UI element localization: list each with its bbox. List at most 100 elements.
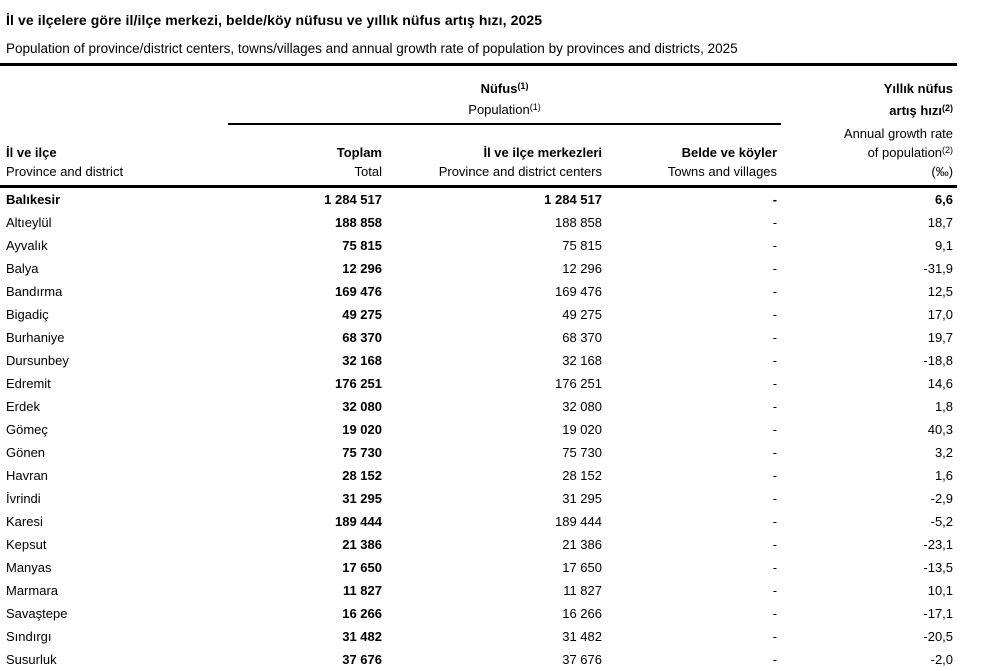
total-population-cell: 32 168 [342, 353, 382, 368]
table-row: Altıeylül 188 858 188 858 - 18,7 [0, 211, 957, 234]
district-name-cell: Kepsut [6, 537, 47, 552]
growth-rate-cell: 1,8 [934, 399, 954, 414]
centers-population-cell: 75 815 [562, 238, 602, 253]
district-name-cell: Balıkesir [6, 192, 61, 207]
table-row: Balya 12 296 12 296 - -31,9 [0, 257, 957, 280]
growth-rate-cell: 17,0 [927, 307, 954, 322]
table-row: Marmara 11 827 11 827 - 10,1 [0, 579, 957, 602]
table-row: Edremit 176 251 176 251 - 14,6 [0, 372, 957, 395]
growth-rate-cell: 18,7 [927, 215, 954, 230]
centers-population-cell: 12 296 [562, 261, 602, 276]
district-name-cell: Savaştepe [6, 606, 68, 621]
centers-population-cell: 16 266 [562, 606, 602, 621]
towns-population-cell: - [772, 468, 778, 483]
growth-rate-cell: -17,1 [923, 606, 954, 621]
total-population-cell: 188 858 [335, 215, 382, 230]
district-name-cell: İvrindi [6, 491, 41, 506]
table-row: Burhaniye 68 370 68 370 - 19,7 [0, 326, 957, 349]
towns-population-cell: - [772, 491, 778, 506]
centers-population-cell: 169 476 [555, 284, 602, 299]
column-label-tr: Toplam [336, 145, 382, 160]
total-population-cell: 75 730 [342, 445, 382, 460]
total-population-cell: 21 386 [342, 537, 382, 552]
column-header-centers: İl ve ilçe merkezleri Province and distr… [384, 124, 604, 188]
column-header-growth-en: Annual growth rate of population(2) (‰) [781, 124, 958, 188]
column-label-tr: İl ve ilçe merkezleri [483, 145, 602, 160]
total-population-cell: 49 275 [342, 307, 382, 322]
table-row: Bigadiç 49 275 49 275 - 17,0 [0, 303, 957, 326]
towns-population-cell: - [772, 376, 778, 391]
total-population-cell: 19 020 [342, 422, 382, 437]
column-header-towns: Belde ve köyler Towns and villages [604, 124, 782, 188]
growth-rate-cell: 10,1 [927, 583, 954, 598]
column-header-total: Toplam Total [228, 124, 384, 188]
towns-population-cell: - [772, 261, 778, 276]
total-population-cell: 75 815 [342, 238, 382, 253]
total-population-cell: 68 370 [342, 330, 382, 345]
total-population-cell: 17 650 [342, 560, 382, 575]
district-name-cell: Karesi [6, 514, 43, 529]
table-row: Gönen 75 730 75 730 - 3,2 [0, 441, 957, 464]
growth-rate-cell: -18,8 [923, 353, 954, 368]
district-name-cell: Ayvalık [6, 238, 48, 253]
table-row: İvrindi 31 295 31 295 - -2,9 [0, 487, 957, 510]
growth-rate-cell: -5,2 [930, 514, 954, 529]
district-name-cell: Burhaniye [6, 330, 65, 345]
growth-rate-cell: 6,6 [934, 192, 954, 207]
district-name-cell: Sındırgı [6, 629, 52, 644]
towns-population-cell: - [772, 652, 778, 667]
population-group-label-tr: Nüfus(1) [480, 81, 529, 96]
total-population-cell: 1 284 517 [324, 192, 382, 207]
growth-label-tr-line2: artış hızı(2) [889, 103, 954, 118]
centers-population-cell: 176 251 [555, 376, 602, 391]
centers-population-cell: 32 080 [562, 399, 602, 414]
district-name-cell: Edremit [6, 376, 51, 391]
total-population-cell: 12 296 [342, 261, 382, 276]
table-row: Ayvalık 75 815 75 815 - 9,1 [0, 234, 957, 257]
table-row: Erdek 32 080 32 080 - 1,8 [0, 395, 957, 418]
total-population-cell: 31 295 [342, 491, 382, 506]
growth-rate-cell: 40,3 [927, 422, 954, 437]
footnote-1-marker: (1) [529, 102, 541, 112]
table-row: Dursunbey 32 168 32 168 - -18,8 [0, 349, 957, 372]
table-body: Balıkesir 1 284 517 1 284 517 - 6,6 Altı… [0, 187, 957, 671]
growth-label-en-line2: of population(2) [867, 145, 954, 160]
growth-label-tr-line1: Yıllık nüfus [883, 81, 954, 96]
growth-rate-cell: 3,2 [934, 445, 954, 460]
growth-label-en-line1: Annual growth rate [843, 126, 954, 141]
district-name-cell: Susurluk [6, 652, 57, 667]
total-population-cell: 189 444 [335, 514, 382, 529]
table-row: Savaştepe 16 266 16 266 - -17,1 [0, 602, 957, 625]
column-label-en: Province and district centers [438, 164, 602, 179]
growth-rate-cell: -2,9 [930, 491, 954, 506]
growth-rate-cell: 19,7 [927, 330, 954, 345]
group-header-spacer [0, 66, 228, 124]
towns-population-cell: - [772, 284, 778, 299]
district-name-cell: Bandırma [6, 284, 63, 299]
towns-population-cell: - [772, 422, 778, 437]
towns-population-cell: - [772, 537, 778, 552]
table-row: Sındırgı 31 482 31 482 - -20,5 [0, 625, 957, 648]
towns-population-cell: - [772, 215, 778, 230]
district-name-cell: Manyas [6, 560, 52, 575]
centers-population-cell: 11 827 [563, 583, 602, 598]
centers-population-cell: 49 275 [562, 307, 602, 322]
centers-population-cell: 17 650 [562, 560, 602, 575]
district-name-cell: Gömeç [6, 422, 48, 437]
towns-population-cell: - [772, 399, 778, 414]
centers-population-cell: 21 386 [562, 537, 602, 552]
growth-rate-cell: -2,0 [930, 652, 954, 667]
growth-rate-cell: -20,5 [923, 629, 954, 644]
population-group-label-en: Population(1) [468, 102, 541, 117]
total-population-cell: 31 482 [342, 629, 382, 644]
footnote-2-marker: (2) [942, 103, 954, 113]
total-population-cell: 37 676 [342, 652, 382, 667]
centers-population-cell: 31 482 [562, 629, 602, 644]
growth-rate-cell: 9,1 [934, 238, 954, 253]
towns-population-cell: - [772, 560, 778, 575]
towns-population-cell: - [772, 606, 778, 621]
growth-rate-cell: 12,5 [927, 284, 954, 299]
table-row: Manyas 17 650 17 650 - -13,5 [0, 556, 957, 579]
centers-population-cell: 32 168 [562, 353, 602, 368]
table-row: Bandırma 169 476 169 476 - 12,5 [0, 280, 957, 303]
